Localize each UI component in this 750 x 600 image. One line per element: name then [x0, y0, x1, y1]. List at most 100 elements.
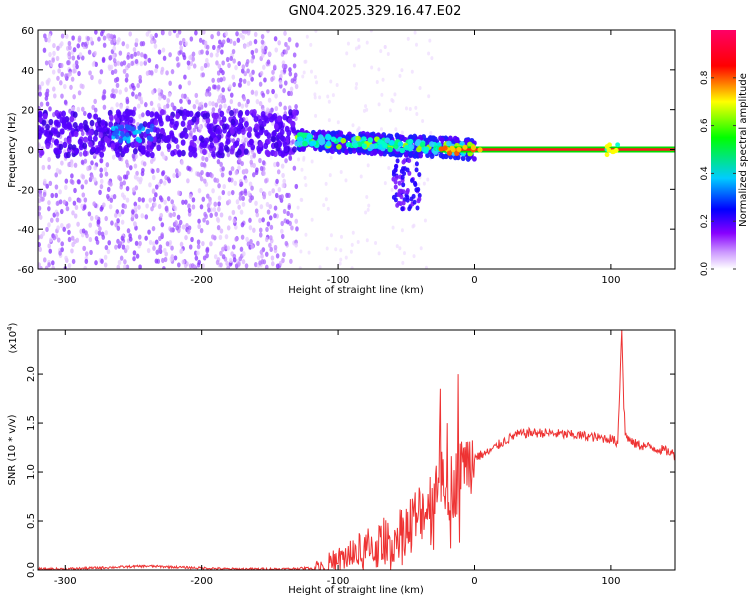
spectrogram-noise-cell: [167, 92, 172, 98]
spectrogram-noise-cell: [294, 242, 298, 248]
spectrogram-noise-cell: [179, 98, 183, 104]
spectrogram-noise-cell: [187, 203, 191, 209]
spectrogram-noise-cell: [418, 85, 422, 90]
spectrogram-noise-cell: [134, 37, 139, 44]
spectrogram-band-cell: [215, 128, 221, 135]
spectrogram-noise-cell: [261, 52, 265, 58]
spectrogram-noise-cell: [192, 63, 197, 69]
spectrogram-noise-cell: [184, 41, 189, 47]
spectrogram-track-cell: [408, 134, 414, 140]
spectrogram-band-cell: [169, 118, 175, 125]
spectrogram-noise-cell: [109, 181, 113, 187]
spectrogram-noise-cell: [226, 152, 231, 158]
spectrogram-noise-cell: [166, 196, 171, 202]
spectrogram-noise-cell: [427, 94, 431, 99]
spectrogram-noise-cell: [52, 42, 56, 49]
spectrogram-noise-cell: [246, 98, 250, 105]
spectrogram-noise-cell: [282, 88, 286, 94]
spectrogram-track-cell: [405, 197, 410, 203]
spectrogram-noise-cell: [188, 193, 193, 199]
spectrogram-band-cell: [56, 121, 61, 128]
spectrogram-track-cell: [413, 182, 418, 188]
spectrogram-noise-cell: [120, 219, 125, 225]
spectrogram-band-cell: [271, 131, 276, 138]
spectrogram-band-cell: [186, 123, 192, 131]
spectrogram-noise-cell: [117, 37, 121, 43]
spectrogram-band-cell: [177, 150, 182, 158]
spectrogram-noise-cell: [76, 179, 81, 185]
spectrogram-track-cell: [446, 140, 452, 147]
spectrogram-noise-cell: [249, 159, 254, 165]
spectrogram-noise-cell: [122, 68, 127, 74]
spectrogram-noise-cell: [286, 210, 290, 217]
spectrogram-noise-cell: [194, 255, 199, 261]
spectrogram-band-cell: [66, 122, 72, 130]
spectrogram-noise-cell: [264, 264, 269, 269]
spectrogram-band-cell: [62, 141, 68, 149]
spectrogram-noise-cell: [377, 251, 381, 256]
spectrogram-noise-cell: [71, 55, 76, 61]
spectrogram-noise-cell: [104, 230, 108, 236]
spectrogram-noise-cell: [287, 37, 292, 43]
spectrogram-noise-cell: [77, 70, 81, 77]
spectrogram-track-cell: [418, 152, 424, 159]
spectrogram-noise-cell: [175, 32, 180, 39]
spectrogram-track-cell: [438, 152, 444, 159]
spectrogram-noise-cell: [258, 157, 262, 164]
spectrogram-noise-cell: [266, 221, 271, 227]
spectrogram-noise-cell: [148, 182, 152, 188]
spectrogram-noise-cell: [38, 234, 41, 240]
spectrogram-band-cell: [214, 112, 219, 120]
spectrogram-noise-cell: [216, 159, 221, 165]
spectrogram-noise-cell: [159, 212, 163, 219]
spectrogram-noise-cell: [132, 85, 136, 91]
spectrogram-band-cell: [121, 148, 127, 155]
spectrogram-band-cell: [72, 111, 78, 118]
spectrogram-noise-cell: [94, 30, 98, 35]
spectrogram-track-cell: [387, 146, 393, 153]
spectrogram-noise-cell: [216, 31, 221, 37]
spectrogram-noise-cell: [75, 64, 79, 70]
spectrogram-track-cell: [423, 146, 430, 153]
spectrogram-noise-cell: [203, 102, 208, 108]
spectrogram-noise-cell: [294, 104, 298, 110]
spectrogram-carrier-cell: [449, 145, 455, 151]
spectrogram-noise-cell: [44, 60, 49, 66]
spectrogram-noise-cell: [270, 76, 274, 82]
spectrogram-noise-cell: [256, 240, 260, 246]
spectrogram-band-cell: [116, 111, 122, 118]
spectrogram-noise-cell: [282, 67, 287, 73]
spectrogram-noise-cell: [149, 70, 154, 76]
spectrogram-noise-cell: [81, 192, 86, 198]
spectrogram-band-cell: [115, 134, 120, 140]
spectrogram-noise-cell: [125, 264, 130, 269]
spectrogram-noise-cell: [305, 34, 309, 39]
spectrogram-noise-cell: [207, 207, 211, 213]
spectrogram-noise-cell: [165, 241, 170, 247]
spectrogram-noise-cell: [131, 153, 136, 159]
spectrogram-noise-cell: [243, 188, 248, 194]
spectrogram-noise-cell: [93, 50, 97, 57]
spectrogram-noise-cell: [291, 139, 295, 145]
spectrogram-noise-cell: [133, 201, 138, 207]
spectrogram-noise-cell: [255, 99, 260, 105]
spectrogram-noise-cell: [142, 161, 147, 167]
spectrogram-noise-cell: [292, 63, 297, 69]
spectrogram-noise-cell: [51, 260, 55, 266]
spectrogram-noise-cell: [48, 106, 52, 112]
spectrogram-band-cell: [100, 119, 106, 126]
spectrogram-noise-cell: [161, 47, 166, 53]
spectrogram-noise-cell: [63, 99, 68, 105]
spectrogram-noise-cell: [289, 212, 294, 219]
spectrogram-noise-cell: [219, 161, 223, 167]
spectrogram-track-cell: [401, 200, 406, 206]
spectrogram-noise-cell: [177, 30, 182, 35]
spectrogram-noise-cell: [258, 227, 263, 233]
spectrogram-noise-cell: [212, 84, 216, 90]
spectrogram-noise-cell: [227, 177, 232, 183]
spectrogram-noise-cell: [273, 162, 277, 168]
snr-y-tick-label: 1.5: [26, 415, 37, 431]
snr-x-tick-label: 100: [601, 576, 620, 587]
spectrogram-noise-cell: [355, 82, 359, 87]
spectrogram-noise-cell: [47, 37, 51, 43]
